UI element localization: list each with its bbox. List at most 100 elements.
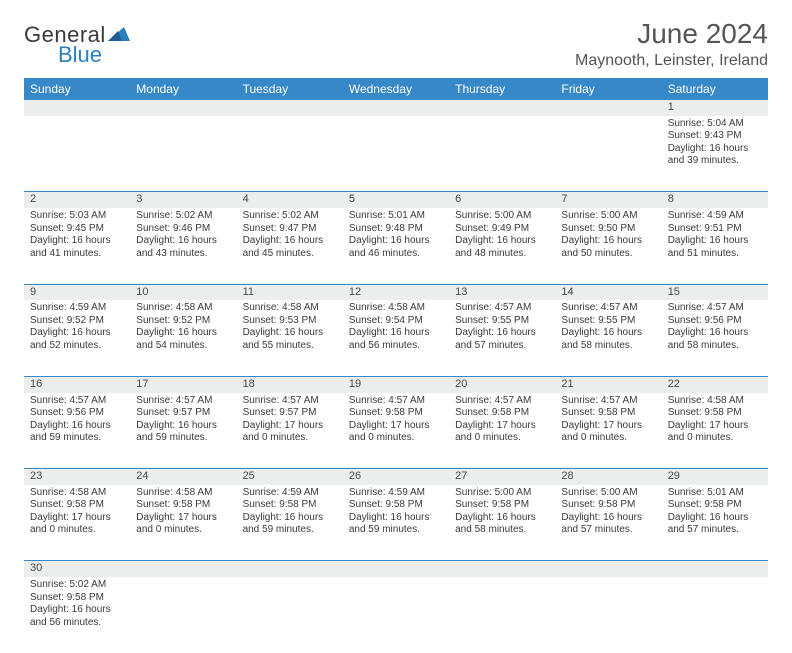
day-cell: Sunrise: 4:59 AMSunset: 9:51 PMDaylight:… (662, 208, 768, 284)
week-row: Sunrise: 4:58 AMSunset: 9:58 PMDaylight:… (24, 485, 768, 561)
weekday-header-row: SundayMondayTuesdayWednesdayThursdayFrid… (24, 78, 768, 100)
week-row: Sunrise: 5:04 AMSunset: 9:43 PMDaylight:… (24, 116, 768, 192)
day-cell-body: Sunrise: 4:57 AMSunset: 9:55 PMDaylight:… (449, 300, 555, 356)
day-cell-body: Sunrise: 4:57 AMSunset: 9:56 PMDaylight:… (24, 393, 130, 449)
title-block: June 2024 Maynooth, Leinster, Ireland (575, 18, 768, 70)
daynum-row: 16171819202122 (24, 376, 768, 392)
daylight-line: Daylight: 16 hours and 41 minutes. (30, 235, 124, 260)
day-number-cell (555, 100, 661, 116)
day-cell-body: Sunrise: 4:58 AMSunset: 9:53 PMDaylight:… (237, 300, 343, 356)
daylight-line: Daylight: 16 hours and 48 minutes. (455, 235, 549, 260)
day-number-cell: 29 (662, 469, 768, 485)
day-number-cell: 10 (130, 284, 236, 300)
daylight-line: Daylight: 16 hours and 59 minutes. (30, 420, 124, 445)
day-number-cell: 12 (343, 284, 449, 300)
weekday-header: Sunday (24, 78, 130, 100)
sunrise-line: Sunrise: 4:57 AM (349, 395, 443, 408)
logo-text-blue: Blue (58, 42, 102, 68)
sunrise-line: Sunrise: 4:59 AM (30, 302, 124, 315)
day-cell-body: Sunrise: 4:59 AMSunset: 9:51 PMDaylight:… (662, 208, 768, 264)
daylight-line: Daylight: 17 hours and 0 minutes. (136, 512, 230, 537)
day-number-cell: 25 (237, 469, 343, 485)
daynum-row: 23242526272829 (24, 469, 768, 485)
day-number-cell: 7 (555, 192, 661, 208)
sunrise-line: Sunrise: 5:01 AM (668, 487, 762, 500)
sunset-line: Sunset: 9:58 PM (30, 499, 124, 512)
day-cell-body: Sunrise: 4:57 AMSunset: 9:55 PMDaylight:… (555, 300, 661, 356)
sunrise-line: Sunrise: 4:57 AM (561, 395, 655, 408)
day-cell-body: Sunrise: 4:59 AMSunset: 9:52 PMDaylight:… (24, 300, 130, 356)
sunrise-line: Sunrise: 4:58 AM (668, 395, 762, 408)
sunset-line: Sunset: 9:52 PM (136, 315, 230, 328)
daylight-line: Daylight: 16 hours and 59 minutes. (243, 512, 337, 537)
day-number-cell: 5 (343, 192, 449, 208)
daylight-line: Daylight: 16 hours and 51 minutes. (668, 235, 762, 260)
day-cell-body: Sunrise: 4:57 AMSunset: 9:56 PMDaylight:… (662, 300, 768, 356)
sunrise-line: Sunrise: 4:57 AM (243, 395, 337, 408)
weekday-header: Friday (555, 78, 661, 100)
sunset-line: Sunset: 9:43 PM (668, 130, 762, 143)
day-number-cell: 23 (24, 469, 130, 485)
daylight-line: Daylight: 16 hours and 43 minutes. (136, 235, 230, 260)
sunrise-line: Sunrise: 4:59 AM (349, 487, 443, 500)
day-cell (130, 577, 236, 653)
day-cell-body: Sunrise: 5:02 AMSunset: 9:58 PMDaylight:… (24, 577, 130, 633)
day-number-cell: 16 (24, 376, 130, 392)
sunrise-line: Sunrise: 4:57 AM (455, 395, 549, 408)
day-cell: Sunrise: 4:58 AMSunset: 9:58 PMDaylight:… (662, 393, 768, 469)
day-number-cell: 3 (130, 192, 236, 208)
day-number-cell (130, 561, 236, 577)
sunrise-line: Sunrise: 4:58 AM (30, 487, 124, 500)
weekday-header: Thursday (449, 78, 555, 100)
sunset-line: Sunset: 9:46 PM (136, 223, 230, 236)
sunset-line: Sunset: 9:58 PM (668, 407, 762, 420)
day-number-cell (449, 100, 555, 116)
sunset-line: Sunset: 9:49 PM (455, 223, 549, 236)
day-cell-body: Sunrise: 4:57 AMSunset: 9:58 PMDaylight:… (555, 393, 661, 449)
weekday-header: Monday (130, 78, 236, 100)
day-cell (555, 116, 661, 192)
day-number-cell (662, 561, 768, 577)
sunrise-line: Sunrise: 4:57 AM (668, 302, 762, 315)
sunrise-line: Sunrise: 5:02 AM (30, 579, 124, 592)
day-number-cell: 21 (555, 376, 661, 392)
day-number-cell: 6 (449, 192, 555, 208)
day-number-cell: 17 (130, 376, 236, 392)
sunset-line: Sunset: 9:54 PM (349, 315, 443, 328)
day-number-cell: 4 (237, 192, 343, 208)
day-number-cell: 14 (555, 284, 661, 300)
daylight-line: Daylight: 16 hours and 50 minutes. (561, 235, 655, 260)
day-cell (130, 116, 236, 192)
daylight-line: Daylight: 16 hours and 57 minutes. (561, 512, 655, 537)
daylight-line: Daylight: 17 hours and 0 minutes. (243, 420, 337, 445)
day-cell (555, 577, 661, 653)
sunset-line: Sunset: 9:58 PM (349, 499, 443, 512)
day-number-cell: 27 (449, 469, 555, 485)
sunset-line: Sunset: 9:53 PM (243, 315, 337, 328)
day-cell: Sunrise: 5:00 AMSunset: 9:58 PMDaylight:… (555, 485, 661, 561)
day-cell: Sunrise: 5:01 AMSunset: 9:58 PMDaylight:… (662, 485, 768, 561)
day-cell (343, 577, 449, 653)
sunset-line: Sunset: 9:57 PM (136, 407, 230, 420)
daylight-line: Daylight: 17 hours and 0 minutes. (455, 420, 549, 445)
day-cell: Sunrise: 4:57 AMSunset: 9:57 PMDaylight:… (237, 393, 343, 469)
sunset-line: Sunset: 9:48 PM (349, 223, 443, 236)
daynum-row: 30 (24, 561, 768, 577)
sunrise-line: Sunrise: 5:03 AM (30, 210, 124, 223)
sunset-line: Sunset: 9:58 PM (561, 499, 655, 512)
sunrise-line: Sunrise: 5:00 AM (561, 210, 655, 223)
day-cell-body: Sunrise: 4:57 AMSunset: 9:57 PMDaylight:… (237, 393, 343, 449)
sunset-line: Sunset: 9:47 PM (243, 223, 337, 236)
day-cell-body: Sunrise: 5:04 AMSunset: 9:43 PMDaylight:… (662, 116, 768, 172)
day-cell (449, 577, 555, 653)
day-number-cell: 8 (662, 192, 768, 208)
daynum-row: 1 (24, 100, 768, 116)
sunrise-line: Sunrise: 4:59 AM (243, 487, 337, 500)
day-number-cell: 18 (237, 376, 343, 392)
sunrise-line: Sunrise: 5:00 AM (561, 487, 655, 500)
week-row: Sunrise: 4:59 AMSunset: 9:52 PMDaylight:… (24, 300, 768, 376)
day-cell: Sunrise: 5:01 AMSunset: 9:48 PMDaylight:… (343, 208, 449, 284)
day-cell-body: Sunrise: 4:58 AMSunset: 9:52 PMDaylight:… (130, 300, 236, 356)
day-number-cell: 11 (237, 284, 343, 300)
daylight-line: Daylight: 16 hours and 45 minutes. (243, 235, 337, 260)
